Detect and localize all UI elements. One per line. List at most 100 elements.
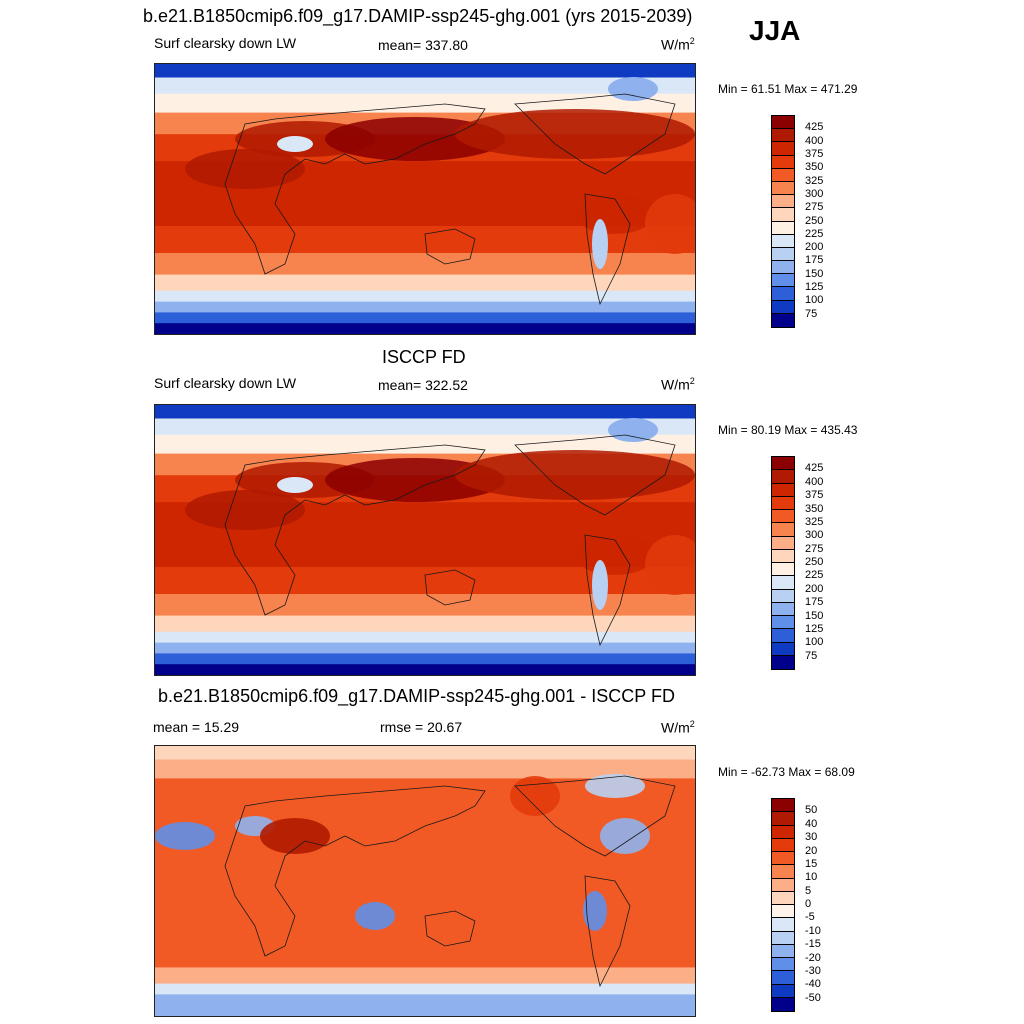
colorbar-swatch (772, 510, 794, 524)
field-feature (608, 418, 658, 442)
colorbar-tick-label: 150 (805, 609, 824, 622)
colorbar-tick-label: -40 (805, 978, 821, 991)
colorbar-swatch (772, 576, 794, 590)
colorbar-tick-label: 275 (805, 542, 824, 555)
panel-3-mean-label: mean = 15.29 (153, 719, 240, 735)
field-feature (455, 450, 695, 500)
colorbar-swatch (772, 655, 794, 669)
colorbar-swatch (772, 142, 794, 156)
coastline (584, 875, 631, 988)
panel-3-units: W/m2 (661, 720, 695, 735)
colorbar-swatch (772, 812, 794, 826)
coastline (224, 785, 486, 957)
colorbar-tick-label: 30 (805, 831, 818, 844)
panel-3-colorbar (771, 798, 795, 1012)
panel-2-range: Min = 80.19 Max = 435.43 (718, 423, 858, 437)
colorbar-tick-label: 425 (805, 121, 824, 134)
field-band (155, 759, 695, 780)
coastline (424, 569, 476, 606)
colorbar-tick-label: 150 (805, 267, 824, 280)
field-feature (583, 891, 607, 931)
coastline (224, 444, 486, 616)
colorbar-swatch (772, 825, 794, 839)
field-feature (645, 194, 695, 254)
coastline (584, 534, 631, 647)
panel-1-mean-label: mean= 337.80 (378, 37, 468, 53)
coastline (424, 228, 476, 265)
colorbar-tick-label: 125 (805, 281, 824, 294)
field-band (155, 274, 695, 292)
field-band (155, 253, 695, 276)
colorbar-tick-label: 250 (805, 556, 824, 568)
colorbar-swatch (772, 563, 794, 577)
colorbar-swatch (772, 838, 794, 852)
colorbar-swatch (772, 234, 794, 248)
colorbar-swatch (772, 496, 794, 510)
colorbar-tick-label: 75 (805, 307, 818, 320)
colorbar-tick-label: 200 (805, 582, 824, 595)
colorbar-swatch (772, 971, 794, 985)
colorbar-tick-label: 40 (805, 817, 818, 830)
coastline (224, 103, 486, 275)
coastline (514, 775, 676, 857)
colorbar-swatch (772, 195, 794, 209)
field-feature (355, 902, 395, 930)
panel-1-title: b.e21.B1850cmip6.f09_g17.DAMIP-ssp245-gh… (143, 6, 693, 26)
panel-2-units-text: W/m (661, 376, 690, 393)
colorbar-tick-label: 100 (805, 636, 824, 649)
panel-3-rmse-label: rmse = 20.67 (380, 719, 463, 735)
field-feature (260, 818, 330, 854)
panel-2-colorbar (771, 456, 795, 670)
field-band (155, 983, 695, 996)
panel-2-title: ISCCP FD (382, 347, 466, 367)
field-band (155, 418, 695, 436)
colorbar-tick-label: 275 (805, 201, 824, 214)
colorbar-swatch (772, 984, 794, 998)
colorbar-tick-label: 75 (805, 649, 818, 662)
colorbar-tick-label: 5 (805, 884, 812, 897)
field-feature (575, 535, 655, 575)
field-band (155, 615, 695, 633)
colorbar-tick-label: 225 (805, 227, 824, 240)
panel-3-units-sup: 2 (689, 719, 695, 729)
colorbar-tick-label: 10 (805, 871, 818, 884)
colorbar-tick-label: 325 (805, 515, 824, 528)
field-feature (277, 477, 313, 493)
colorbar-swatch (772, 865, 794, 879)
colorbar-tick-label: 225 (805, 569, 824, 582)
field-feature (185, 490, 305, 530)
colorbar-swatch (772, 958, 794, 972)
panel-1-range: Min = 61.51 Max = 471.29 (718, 82, 858, 96)
panel-2-units: W/m2 (661, 377, 695, 392)
panel-3-title: b.e21.B1850cmip6.f09_g17.DAMIP-ssp245-gh… (158, 686, 675, 706)
coastline (584, 193, 631, 306)
panel-2-units-sup: 2 (689, 376, 695, 386)
colorbar-tick-label: 175 (805, 254, 824, 267)
field-feature (575, 194, 655, 234)
colorbar-swatch (772, 642, 794, 656)
colorbar-swatch (772, 523, 794, 537)
field-feature (645, 535, 695, 595)
colorbar-tick-label: 0 (805, 898, 812, 910)
panel-3-map (154, 745, 696, 1017)
colorbar-swatch (772, 589, 794, 603)
colorbar-swatch (772, 483, 794, 497)
colorbar-tick-label: 200 (805, 241, 824, 254)
colorbar-swatch (772, 168, 794, 182)
field-feature (455, 109, 695, 159)
colorbar-tick-label: 400 (805, 134, 824, 147)
colorbar-swatch (772, 905, 794, 919)
field-band (155, 594, 695, 617)
colorbar-swatch (772, 878, 794, 892)
field-band (155, 301, 695, 314)
colorbar-swatch (772, 799, 794, 813)
colorbar-swatch (772, 602, 794, 616)
field-band (155, 323, 695, 334)
colorbar-swatch (772, 221, 794, 235)
panel-1-units-sup: 2 (689, 36, 695, 46)
colorbar-tick-label: 425 (805, 462, 824, 475)
colorbar-tick-label: 325 (805, 174, 824, 187)
panel-2-variable-label: Surf clearsky down LW (154, 375, 297, 391)
colorbar-tick-label: 50 (805, 804, 818, 817)
colorbar-swatch (772, 536, 794, 550)
